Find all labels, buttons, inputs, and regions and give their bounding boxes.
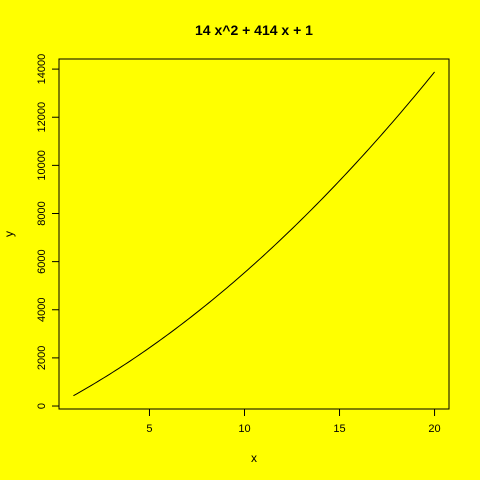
y-tick-label: 2000 (36, 346, 48, 370)
x-axis: 5 10 15 20 (146, 408, 441, 435)
y-axis: 0 2000 4000 6000 8000 10000 12000 14000 (36, 54, 60, 409)
x-tick-label: 15 (333, 423, 345, 435)
x-tick-label: 5 (146, 423, 152, 435)
y-tick-label: 12000 (36, 102, 48, 133)
y-tick-label: 0 (36, 403, 48, 409)
x-tick-label: 10 (238, 423, 250, 435)
y-tick-label: 14000 (36, 54, 48, 85)
chart-title: 14 x^2 + 414 x + 1 (195, 22, 313, 38)
x-axis-label: x (251, 451, 257, 465)
series-layer (73, 71, 435, 397)
y-tick-label: 4000 (36, 298, 48, 322)
y-tick-label: 6000 (36, 249, 48, 273)
series-line (73, 71, 435, 397)
y-tick-label: 10000 (36, 150, 48, 181)
y-tick-label: 8000 (36, 201, 48, 225)
x-tick-label: 20 (428, 423, 440, 435)
y-axis-label: y (2, 231, 16, 237)
